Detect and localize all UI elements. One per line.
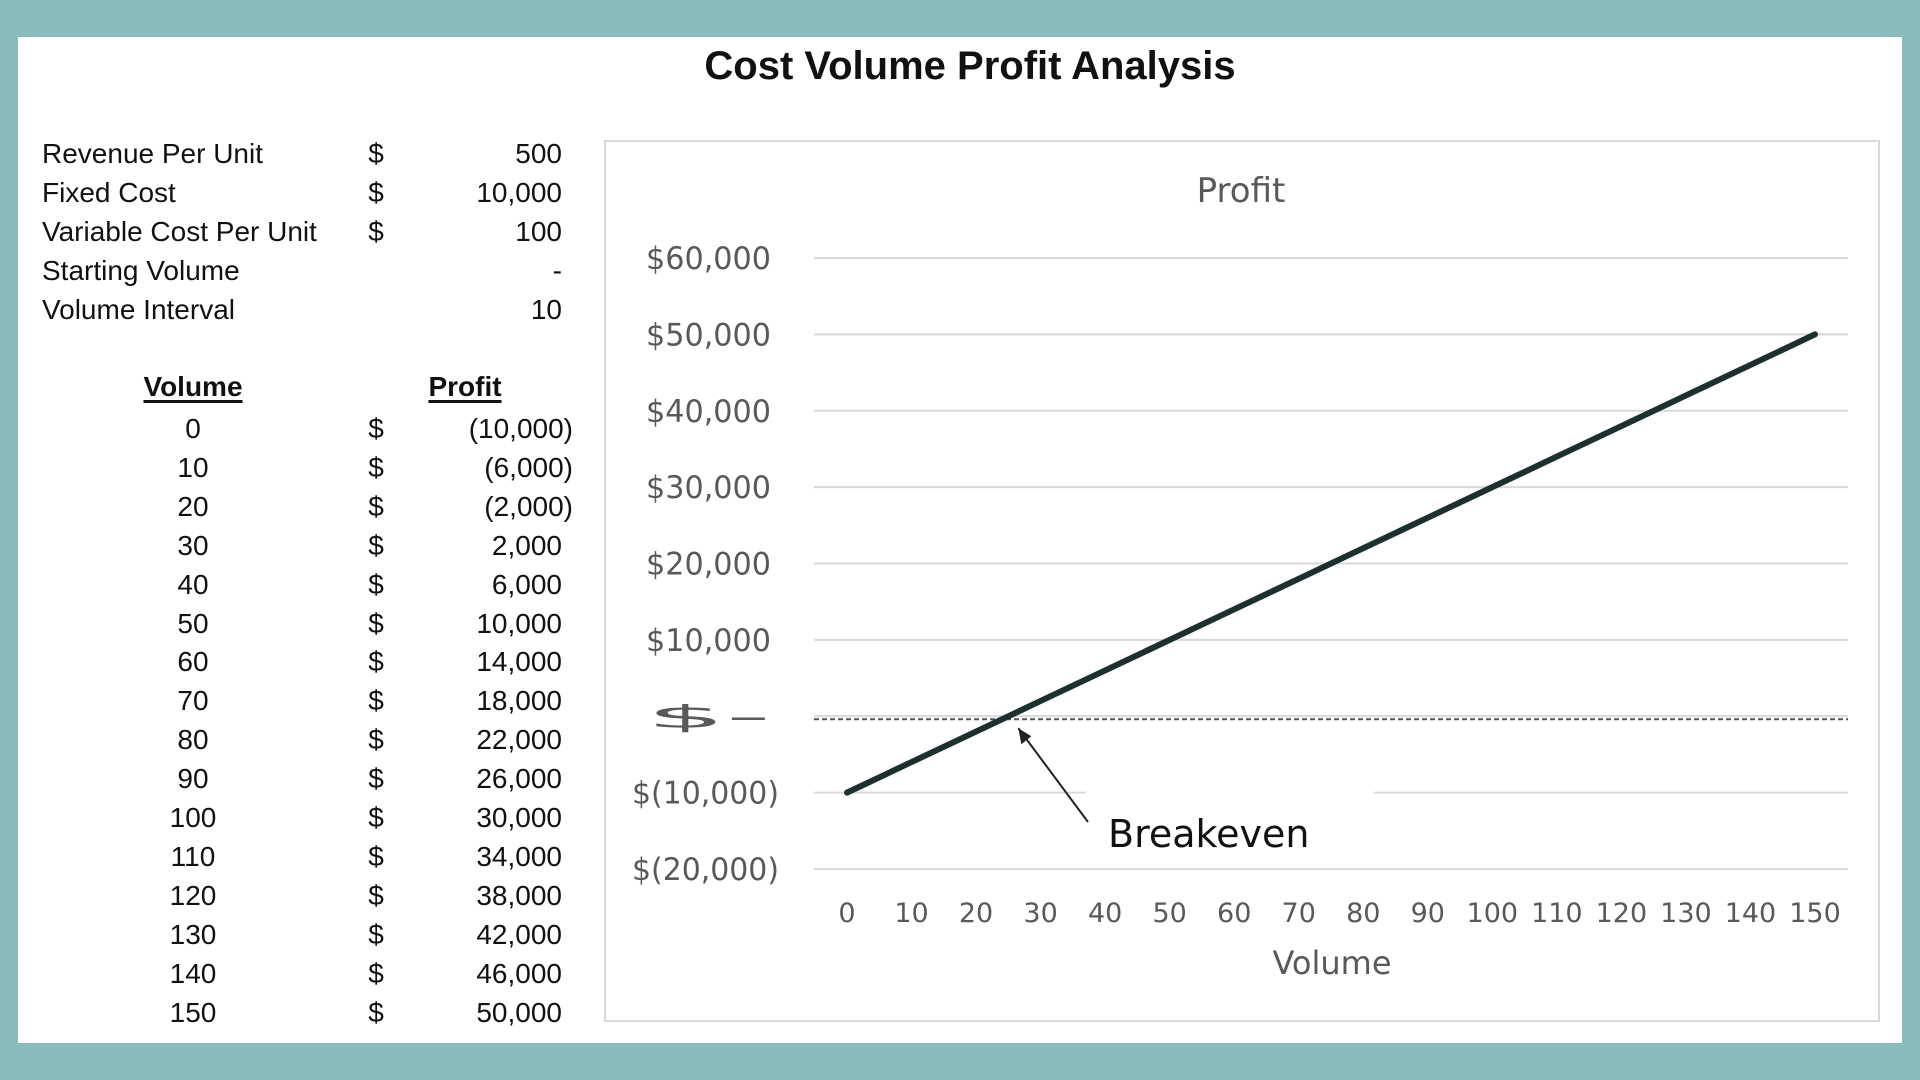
- input-label: Starting Volume: [42, 255, 240, 286]
- y-tick-label: $-: [646, 699, 771, 735]
- x-tick-label: 20: [959, 898, 993, 929]
- input-value: 500: [515, 138, 562, 169]
- y-tick-label: $40,000: [646, 394, 771, 430]
- x-tick-label: 110: [1531, 898, 1583, 929]
- currency-symbol: $: [368, 413, 384, 444]
- volume-cell: 10: [177, 451, 209, 483]
- currency-symbol: $: [368, 568, 384, 600]
- currency-symbol: $: [368, 879, 384, 911]
- input-label: Fixed Cost: [42, 177, 176, 208]
- input-label: Variable Cost Per Unit: [42, 216, 317, 247]
- volume-cell: 80: [177, 724, 209, 756]
- volume-cell: 50: [177, 607, 209, 639]
- currency-symbol: $: [368, 451, 384, 483]
- currency-symbol: $: [368, 802, 384, 833]
- volume-header: Volume: [143, 371, 243, 402]
- currency-symbol: $: [368, 996, 384, 1028]
- profit-chart: Profit $60,000 $50,000 $40,000 $30,000 $20,00…: [632, 171, 1848, 982]
- profit-cell: 2,000: [491, 529, 562, 561]
- volume-cell: 110: [170, 840, 216, 872]
- chart-title: Profit: [1197, 171, 1286, 211]
- profit-cell: 10,000: [476, 607, 562, 639]
- profit-cell: 14,000: [476, 646, 562, 678]
- currency-symbol: $: [368, 840, 384, 872]
- currency-symbol: $: [368, 490, 384, 522]
- profit-cell: 18,000: [476, 685, 562, 717]
- profit-line: [844, 331, 1818, 796]
- volume-cell: 70: [177, 685, 209, 717]
- x-tick-label: 50: [1152, 898, 1186, 929]
- profit-cell: 50,000: [476, 996, 562, 1028]
- x-axis-label: Volume: [1272, 944, 1391, 982]
- x-tick-label: 140: [1725, 898, 1777, 929]
- x-tick-label: 80: [1346, 898, 1380, 929]
- profit-cell: 34,000: [476, 840, 562, 872]
- breakeven-arrow: [1017, 727, 1089, 823]
- x-tick-label: 30: [1023, 898, 1057, 929]
- profit-header: Profit: [428, 371, 502, 402]
- chart-area: Profit $60,000 $50,000 $40,000 $30,000 $20,00…: [604, 140, 1880, 1022]
- volume-cell: 100: [169, 802, 217, 833]
- y-tick-label: $60,000: [646, 241, 771, 277]
- y-tick-label: $10,000: [646, 623, 771, 659]
- currency-symbol: $: [368, 957, 384, 989]
- volume-cell: 0: [185, 413, 201, 444]
- y-tick-label: $50,000: [646, 317, 771, 353]
- profit-cell: 26,000: [476, 763, 562, 795]
- input-value: -: [552, 255, 562, 286]
- y-tick-label: $20,000: [646, 547, 771, 583]
- x-tick-label: 120: [1596, 898, 1648, 929]
- input-value: 10: [530, 294, 562, 325]
- x-tick-label: 130: [1660, 898, 1712, 929]
- currency-symbol: $: [368, 216, 384, 247]
- x-tick-label: 90: [1411, 898, 1445, 929]
- x-tick-label: 70: [1282, 898, 1316, 929]
- x-tick-label: 40: [1088, 898, 1122, 929]
- input-label: Revenue Per Unit: [42, 138, 264, 169]
- profit-cell: 6,000: [491, 568, 562, 600]
- volume-cell: 140: [169, 957, 217, 989]
- breakeven-label: Breakeven: [1108, 812, 1310, 856]
- x-tick-label: 0: [838, 898, 855, 929]
- volume-cell: 90: [177, 763, 209, 795]
- profit-cell: 22,000: [476, 724, 562, 756]
- profit-cell: (6,000): [484, 451, 573, 483]
- volume-cell: 130: [169, 918, 217, 950]
- volume-cell: 20: [177, 490, 209, 522]
- profit-cell: 30,000: [476, 802, 562, 833]
- currency-symbol: $: [368, 529, 384, 561]
- y-tick-label: $(10,000): [632, 776, 779, 812]
- x-tick-label: 60: [1217, 898, 1251, 929]
- currency-symbol: $: [368, 763, 384, 795]
- profit-cell: 38,000: [476, 879, 562, 911]
- page-title: Cost Volume Profit Analysis: [704, 44, 1236, 88]
- y-tick-label: $(20,000): [632, 852, 779, 888]
- currency-symbol: $: [368, 685, 384, 717]
- volume-cell: 60: [177, 646, 209, 678]
- volume-cell: 150: [169, 996, 217, 1028]
- currency-symbol: $: [368, 177, 384, 208]
- currency-symbol: $: [368, 646, 384, 678]
- input-value: 10,000: [476, 177, 562, 208]
- currency-symbol: $: [368, 918, 384, 950]
- profit-cell: (2,000): [484, 490, 573, 522]
- x-tick-label: 150: [1789, 898, 1841, 929]
- profit-cell: (10,000): [468, 413, 573, 444]
- profit-cell: 42,000: [476, 918, 562, 950]
- profit-cell: 46,000: [476, 957, 562, 989]
- currency-symbol: $: [368, 607, 384, 639]
- currency-symbol: $: [368, 724, 384, 756]
- x-tick-label: 10: [894, 898, 928, 929]
- y-tick-label: $30,000: [646, 470, 771, 506]
- input-value: 100: [515, 216, 562, 247]
- volume-cell: 120: [169, 879, 217, 911]
- volume-cell: 40: [177, 568, 209, 600]
- input-label: Volume Interval: [42, 294, 235, 325]
- arrow-head-icon: [1018, 728, 1032, 745]
- volume-cell: 30: [177, 529, 209, 561]
- x-tick-label: 100: [1467, 898, 1519, 929]
- currency-symbol: $: [368, 138, 384, 169]
